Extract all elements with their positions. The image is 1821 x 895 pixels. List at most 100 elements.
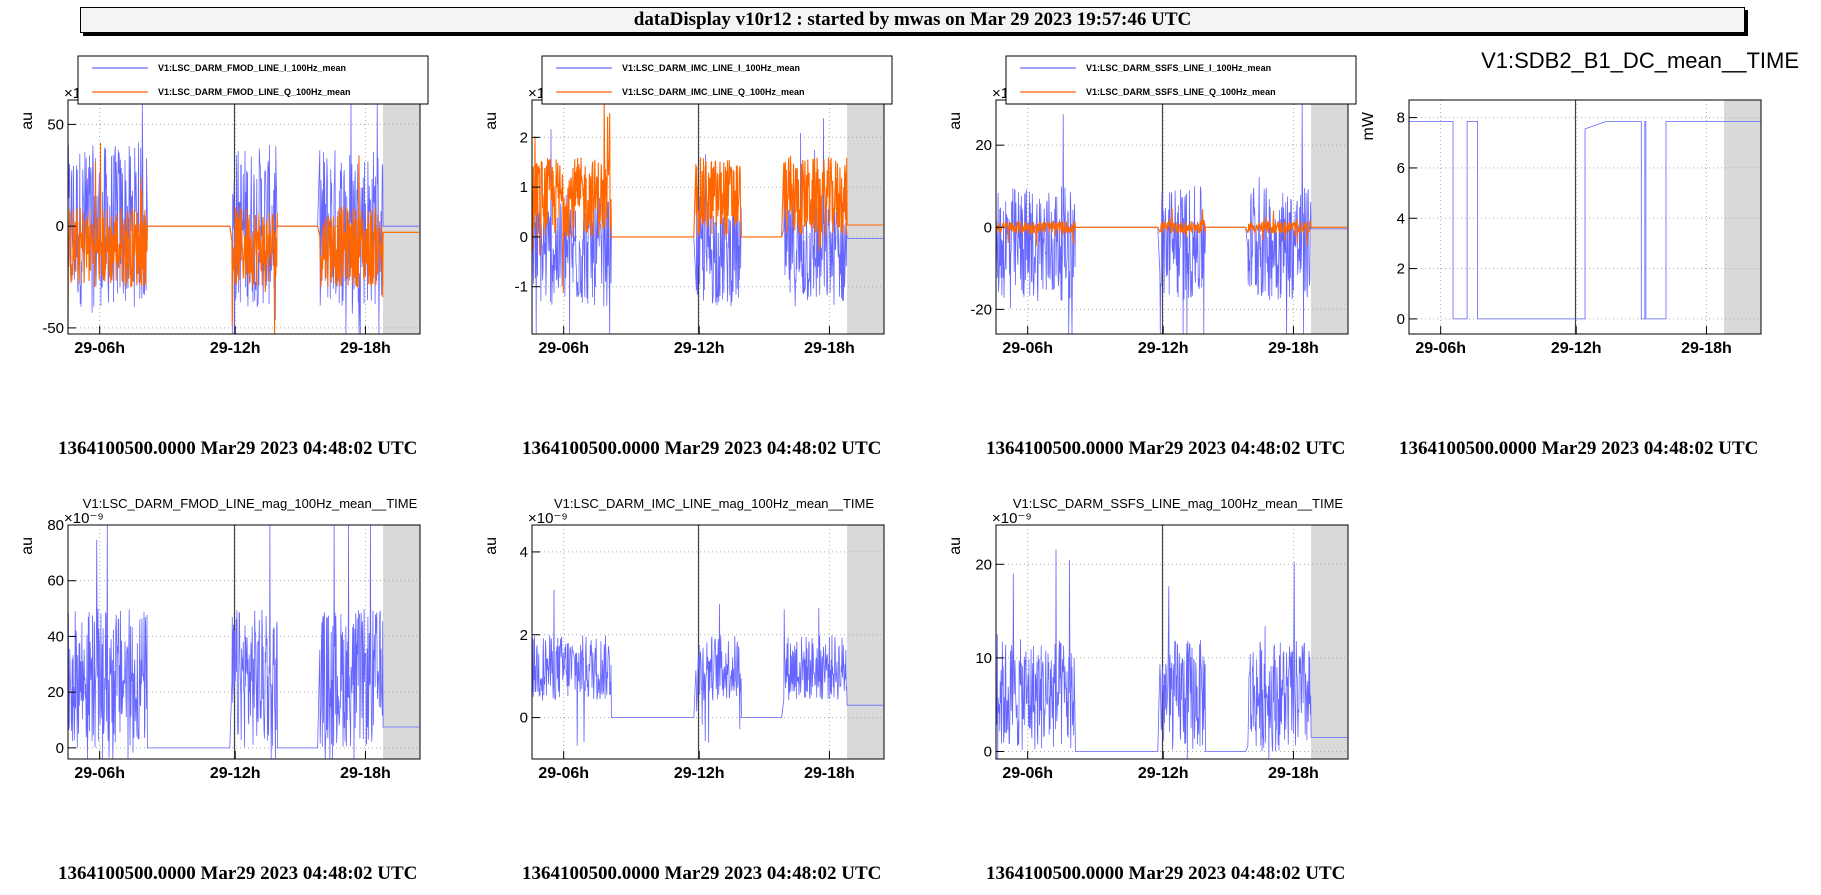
axis-exponent: ×1 — [528, 85, 545, 102]
y-tick-label: 20 — [975, 556, 992, 573]
y-tick-label: 0 — [984, 744, 992, 761]
x-tick-label: 29-06h — [1415, 340, 1466, 357]
y-tick-label: 0 — [1397, 311, 1405, 328]
y-axis-label: au — [483, 537, 500, 555]
legend-box — [541, 55, 893, 105]
y-tick-label: 0 — [56, 218, 64, 235]
gps-time-label: 1364100500.0000 Mar29 2023 04:48:02 UTC — [58, 863, 418, 884]
plot-area — [532, 525, 884, 759]
axis-exponent: ×10⁻⁹ — [992, 510, 1032, 527]
chart-svg: 0 20 40 60 80 29-06h 29-12h 29-18h au ×10⁻⁹V1:LSC… — [19, 496, 421, 782]
plot-frame — [995, 524, 1349, 760]
chart-title: V1:LSC_DARM_IMC_LINE_mag_100Hz_mean__TIM… — [554, 496, 874, 511]
y-axis-label: mW — [1360, 111, 1377, 140]
x-tick-label: 29-18h — [340, 340, 391, 357]
plot-frame — [1408, 99, 1762, 335]
plot-frame — [531, 524, 885, 760]
y-tick-label: 40 — [47, 628, 64, 645]
gps-time-label: 1364100500.0000 Mar29 2023 04:48:02 UTC — [986, 438, 1346, 459]
x-tick-label: 29-12h — [674, 340, 725, 357]
y-tick-label: 8 — [1397, 110, 1405, 127]
axis-exponent: ×1 — [64, 85, 81, 102]
y-tick-label: 60 — [47, 573, 64, 590]
chart-svg: 0 2 4 29-06h 29-12h 29-18h au ×10⁻⁹V1:LSC_DARM_… — [483, 496, 885, 782]
x-tick-label: 29-06h — [74, 765, 125, 782]
x-tick-label: 29-18h — [1268, 765, 1319, 782]
x-tick-label: 29-18h — [804, 765, 855, 782]
chart-svg: 0 10 20 29-06h 29-12h 29-18h au ×10⁻⁹V1:LSC_DAR… — [947, 496, 1349, 782]
y-tick-label: 0 — [984, 219, 992, 236]
no-data-region — [1311, 100, 1348, 334]
y-tick-label: 0 — [520, 229, 528, 246]
x-tick-label: 29-12h — [210, 340, 261, 357]
legend: V1:LSC_DARM_IMC_LINE_I_100Hz_mean V1:LSC_… — [541, 55, 893, 105]
y-tick-label: 4 — [1397, 210, 1405, 227]
x-tick-label: 29-12h — [210, 765, 261, 782]
y-tick-label: 10 — [975, 650, 992, 667]
legend-box — [1005, 55, 1357, 105]
legend: V1:LSC_DARM_SSFS_LINE_I_100Hz_mean V1:LSC… — [1005, 55, 1357, 105]
x-tick-label: 29-18h — [1681, 340, 1732, 357]
gps-time-label: 1364100500.0000 Mar29 2023 04:48:02 UTC — [986, 863, 1346, 884]
x-tick-label: 29-06h — [538, 340, 589, 357]
no-data-region — [847, 100, 884, 334]
plot-frame — [67, 524, 421, 760]
y-axis-label: au — [947, 112, 964, 130]
series-line-2 — [531, 99, 883, 293]
series-line-2 — [67, 142, 419, 335]
x-tick-label: 29-12h — [1551, 340, 1602, 357]
axis-exponent: ×10⁻⁹ — [64, 510, 104, 527]
plot-group: 0 10 20 29-06h 29-12h 29-18h au ×10⁻⁹V1:LSC_DAR… — [947, 496, 1349, 782]
y-tick-label: -50 — [42, 320, 64, 337]
legend-label: V1:LSC_DARM_IMC_LINE_I_100Hz_mean — [622, 63, 800, 73]
plot-group: 0 20 40 60 80 29-06h 29-12h 29-18h au ×10⁻⁹V1:LSC… — [19, 496, 421, 782]
x-tick-label: 29-18h — [1268, 340, 1319, 357]
chart-panel-fmod-mag: 0 20 40 60 80 29-06h 29-12h 29-18h au ×10⁻⁹ V1:LSC… — [19, 475, 480, 895]
x-tick-label: 29-06h — [1002, 340, 1053, 357]
axis-exponent: ×10⁻⁹ — [528, 510, 568, 527]
no-data-region — [1724, 100, 1761, 334]
y-axis-label: au — [19, 537, 36, 555]
chart-panel-sdb2-dc: 0 2 4 6 8 29-06h 29-12h 29-18h mW V1:SDB2_B1_DC_m… — [1360, 48, 1821, 470]
y-tick-label: 4 — [520, 544, 528, 561]
no-data-region — [383, 525, 420, 759]
gps-time-label: 1364100500.0000 Mar29 2023 04:48:02 UTC — [522, 863, 882, 884]
y-tick-label: 50 — [47, 116, 64, 133]
y-tick-label: -20 — [970, 301, 992, 318]
no-data-region — [383, 100, 420, 334]
legend-box — [77, 55, 429, 105]
x-tick-label: 29-18h — [340, 765, 391, 782]
y-tick-label: 1 — [520, 179, 528, 196]
y-axis-label: au — [19, 112, 36, 130]
chart-panel-imc-mag: 0 2 4 29-06h 29-12h 29-18h au ×10⁻⁹ V1:LSC_DARM_… — [483, 475, 944, 895]
chart-panel-imc-iq: -1 0 1 2 29-06h 29-12h 29-18h au ×1 V1:LSC_DARM_I… — [483, 50, 944, 470]
legend-label: V1:LSC_DARM_SSFS_LINE_Q_100Hz_mean — [1086, 87, 1276, 97]
x-tick-label: 29-06h — [538, 765, 589, 782]
series-line-1 — [1409, 121, 1761, 320]
gps-time-label: 1364100500.0000 Mar29 2023 04:48:02 UTC — [58, 438, 418, 459]
series-line-2 — [995, 208, 1347, 246]
chart-panel-ssfs-iq: -20 0 20 29-06h 29-12h 29-18h au ×1 V1:LSC_DARM_… — [947, 50, 1408, 470]
y-tick-label: 20 — [975, 137, 992, 154]
y-axis-label: au — [483, 112, 500, 130]
y-tick-label: 80 — [47, 517, 64, 534]
x-tick-label: 29-06h — [1002, 765, 1053, 782]
y-tick-label: 2 — [520, 129, 528, 146]
legend-label: V1:LSC_DARM_FMOD_LINE_I_100Hz_mean — [158, 63, 346, 73]
x-tick-label: 29-12h — [1138, 765, 1189, 782]
x-tick-label: 29-18h — [804, 340, 855, 357]
series-line-1 — [531, 589, 883, 746]
y-tick-label: 6 — [1397, 160, 1405, 177]
y-tick-label: 0 — [56, 740, 64, 757]
plot-group: 0 2 4 6 8 29-06h 29-12h 29-18h mW V1:SDB2_B1_DC_m… — [1360, 48, 1799, 357]
x-tick-label: 29-12h — [674, 765, 725, 782]
legend-label: V1:LSC_DARM_FMOD_LINE_Q_100Hz_mean — [158, 87, 351, 97]
y-tick-label: -1 — [515, 279, 528, 296]
series-line-1 — [995, 548, 1347, 760]
